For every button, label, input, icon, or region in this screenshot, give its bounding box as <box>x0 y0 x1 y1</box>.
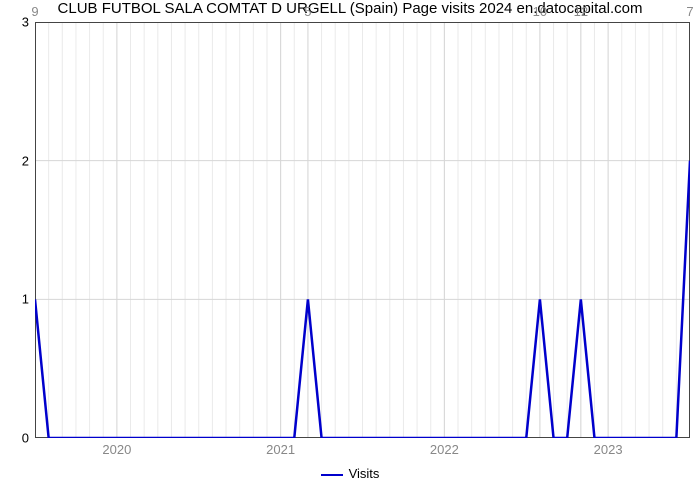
legend-label: Visits <box>349 466 380 481</box>
chart-title: CLUB FUTBOL SALA COMTAT D URGELL (Spain)… <box>0 0 700 17</box>
x-tick-label-bottom: 2021 <box>266 442 295 457</box>
x-tick-label-bottom: 2020 <box>102 442 131 457</box>
x-tick-label-top: 7 <box>686 4 693 19</box>
y-tick-label: 1 <box>22 292 35 307</box>
legend-swatch <box>321 474 343 476</box>
legend: Visits <box>0 466 700 481</box>
x-tick-label-bottom: 2022 <box>430 442 459 457</box>
y-tick-label: 2 <box>22 153 35 168</box>
x-tick-label-top: 9 <box>31 4 38 19</box>
x-tick-label-top: 12 <box>574 4 588 19</box>
x-tick-label-top: 10 <box>533 4 547 19</box>
y-tick-label: 0 <box>22 431 35 446</box>
plot-svg <box>35 22 690 438</box>
plot-area: 012395101272020202120222023 <box>35 22 690 438</box>
chart-container: CLUB FUTBOL SALA COMTAT D URGELL (Spain)… <box>0 0 700 500</box>
x-tick-label-bottom: 2023 <box>594 442 623 457</box>
x-tick-label-top: 5 <box>304 4 311 19</box>
